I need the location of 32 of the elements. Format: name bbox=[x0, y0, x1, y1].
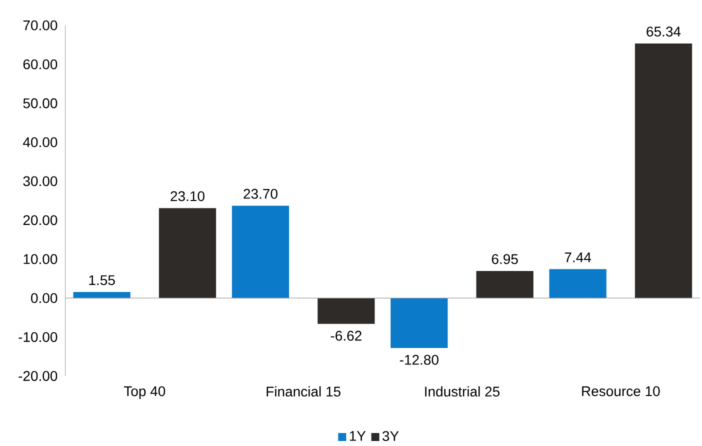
x-tick-label: Top 40 bbox=[124, 386, 166, 399]
data-label: -12.80 bbox=[400, 354, 438, 365]
data-label: 1.55 bbox=[89, 275, 115, 286]
legend-label: 3Y bbox=[382, 431, 399, 441]
y-tick-label: 50.00 bbox=[23, 98, 58, 108]
data-label: 7.44 bbox=[564, 252, 592, 262]
bar bbox=[549, 269, 606, 298]
data-label: 23.10 bbox=[170, 191, 204, 202]
y-tick-label: -10.00 bbox=[18, 332, 58, 342]
x-tick-label: Resource 10 bbox=[582, 386, 660, 396]
bar bbox=[634, 43, 692, 298]
bar bbox=[158, 208, 216, 298]
data-label: -6.62 bbox=[330, 330, 362, 341]
bar bbox=[476, 270, 534, 298]
bar bbox=[318, 298, 375, 324]
data-label: 65.34 bbox=[646, 26, 681, 37]
y-tick-label: 20.00 bbox=[23, 215, 58, 226]
y-tick-label: 0.00 bbox=[31, 293, 58, 304]
y-tick-label: 30.00 bbox=[23, 176, 58, 186]
data-label: 6.95 bbox=[492, 254, 518, 264]
x-tick-label: Industrial 25 bbox=[425, 386, 500, 397]
x-tick-label: Financial 15 bbox=[266, 386, 340, 397]
y-tick-label: 70.00 bbox=[23, 20, 58, 30]
bar bbox=[390, 298, 448, 348]
data-label: 23.70 bbox=[244, 188, 278, 199]
bar bbox=[73, 292, 130, 298]
y-tick-label: 60.00 bbox=[23, 59, 58, 70]
legend-label: 1Y bbox=[350, 431, 366, 441]
bar bbox=[232, 206, 290, 298]
y-tick-label: 10.00 bbox=[24, 254, 58, 264]
y-tick-label: 40.00 bbox=[23, 137, 58, 148]
y-tick-label: -20.00 bbox=[18, 371, 58, 381]
